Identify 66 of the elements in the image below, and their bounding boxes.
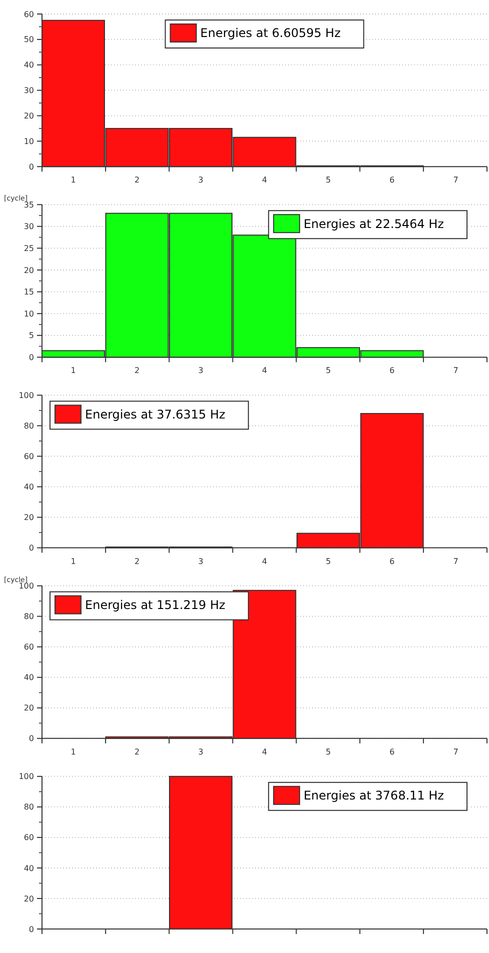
- y-tick-label: 60: [24, 833, 34, 842]
- y-tick-label: 40: [24, 60, 34, 70]
- x-tick-label: 4: [262, 366, 268, 376]
- y-tick-label: 60: [24, 452, 34, 462]
- x-tick-label: 3: [198, 176, 204, 185]
- y-tick-label: 35: [24, 200, 34, 210]
- y-tick-label: 0: [28, 162, 34, 172]
- x-tick-label: 1: [70, 176, 76, 185]
- x-tick-label: 3: [198, 747, 204, 756]
- y-tick-label: 20: [24, 266, 34, 275]
- x-tick-label: 4: [262, 176, 268, 185]
- x-tick-label: 5: [326, 556, 331, 566]
- y-tick-label: 25: [24, 244, 34, 253]
- y-tick-label: 80: [24, 612, 34, 622]
- y-tick-label: 80: [24, 802, 34, 812]
- x-tick-label: 2: [134, 747, 140, 756]
- x-tick-label: 6: [389, 747, 395, 756]
- y-tick-label: 60: [24, 642, 34, 652]
- y-tick-label: 80: [24, 422, 34, 431]
- y-tick-label: 20: [24, 704, 34, 713]
- y-tick-label: 30: [24, 222, 34, 232]
- x-tick-label: 5: [326, 366, 331, 376]
- x-tick-label: 3: [198, 556, 204, 566]
- legend-label: Energies at 6.60595 Hz: [200, 26, 341, 40]
- y-tick-label: 10: [24, 309, 34, 318]
- y-tick-label: 60: [24, 10, 34, 19]
- x-tick-label: 2: [134, 176, 140, 185]
- y-tick-label: 0: [28, 353, 34, 362]
- y-tick-label: 100: [18, 391, 34, 400]
- y-tick-label: 10: [24, 136, 34, 146]
- y-tick-label: 40: [24, 482, 34, 492]
- x-tick-label: 6: [389, 556, 395, 566]
- x-tick-label: 6: [389, 366, 395, 376]
- legend-label: Energies at 151.219 Hz: [85, 598, 226, 612]
- x-tick-label: 7: [453, 366, 458, 376]
- legend-label: Energies at 22.5464 Hz: [304, 216, 444, 231]
- x-tick-label: 5: [326, 747, 331, 756]
- x-tick-label: 2: [134, 366, 140, 376]
- y-tick-label: 0: [28, 734, 34, 744]
- y-tick-label: 50: [24, 35, 34, 44]
- legend-label: Energies at 3768.11 Hz: [304, 788, 444, 803]
- y-tick-label: 30: [24, 86, 34, 96]
- x-tick-label: 5: [326, 176, 331, 185]
- y-tick-label: 100: [18, 772, 34, 782]
- legend-label: Energies at 37.6315 Hz: [85, 407, 226, 422]
- x-tick-label: 7: [453, 747, 458, 756]
- x-tick-label: 1: [70, 747, 76, 756]
- x-tick-label: 4: [262, 747, 268, 756]
- y-tick-label: 20: [24, 513, 34, 522]
- x-tick-label: 4: [262, 556, 268, 566]
- y-tick-label: 0: [28, 544, 34, 553]
- y-tick-label: 0: [28, 924, 34, 934]
- x-tick-label: 7: [453, 176, 458, 185]
- y-tick-label: 20: [24, 112, 34, 121]
- y-tick-label: 100: [18, 582, 34, 591]
- y-tick-label: 40: [24, 673, 34, 682]
- y-tick-label: 20: [24, 894, 34, 904]
- y-tick-label: 15: [24, 288, 34, 297]
- x-tick-label: 2: [134, 556, 140, 566]
- x-tick-label: 3: [198, 366, 204, 376]
- y-tick-label: 40: [24, 864, 34, 873]
- x-tick-label: 6: [389, 176, 395, 185]
- x-tick-label: 7: [453, 556, 458, 566]
- x-tick-label: 1: [70, 366, 76, 376]
- x-tick-label: 1: [70, 556, 76, 566]
- y-tick-label: 5: [28, 331, 34, 340]
